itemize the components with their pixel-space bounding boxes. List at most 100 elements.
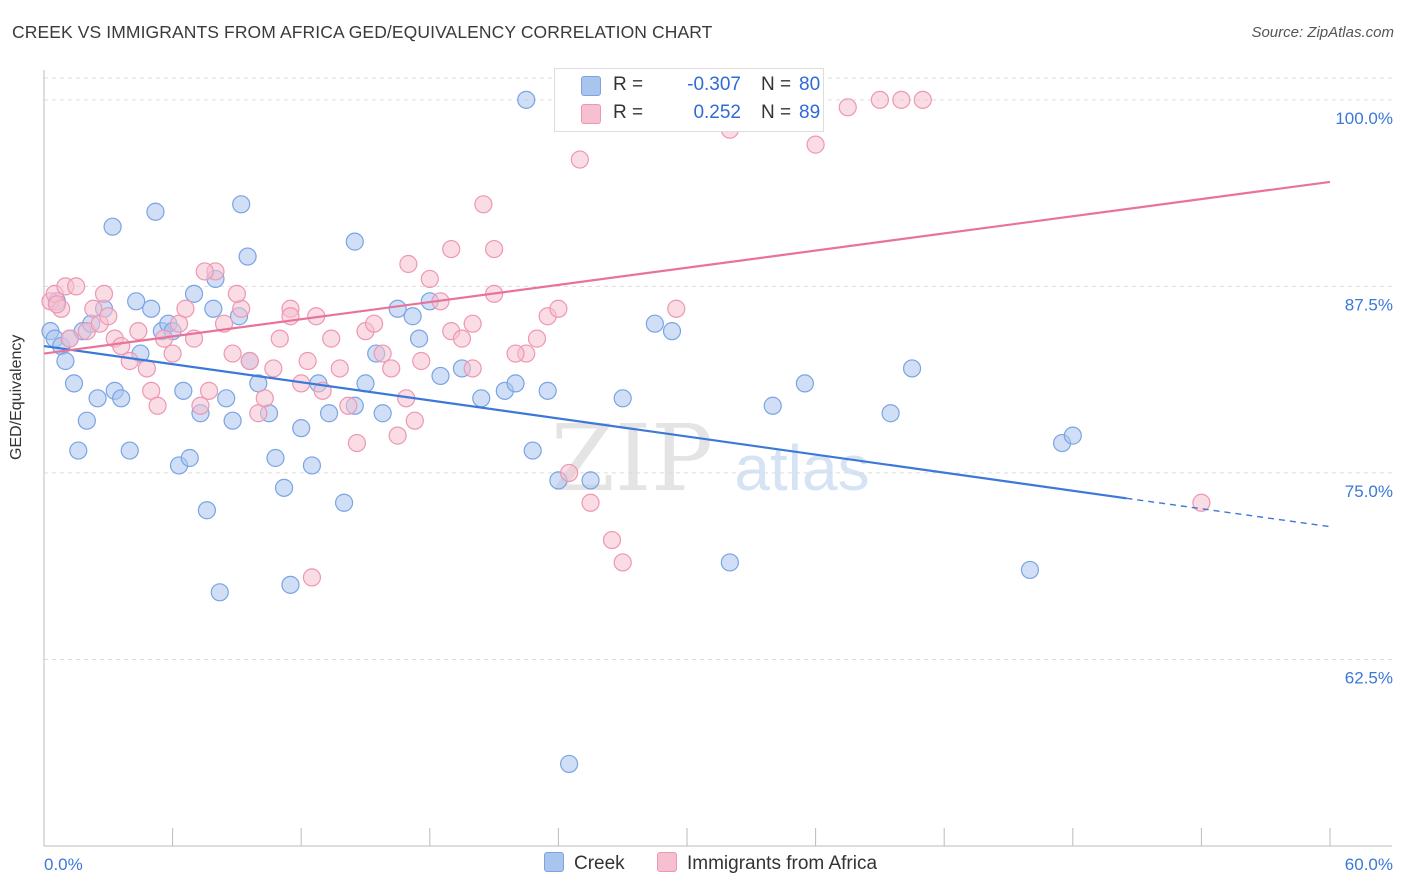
legend-swatch-africa (581, 104, 601, 124)
creek-point (403, 307, 422, 326)
creek-legend-label: Creek (574, 853, 625, 874)
africa-point (302, 568, 322, 587)
creek-point (180, 448, 199, 468)
creek-point (238, 247, 257, 266)
africa-point (137, 359, 156, 378)
africa-point (199, 381, 219, 400)
creek-point (112, 389, 131, 408)
africa-point (94, 284, 114, 303)
creek-point (174, 381, 193, 400)
creek-point (538, 381, 557, 400)
creek-point (197, 501, 216, 520)
africa-point (442, 239, 461, 259)
africa-point (420, 269, 439, 289)
africa-point (452, 329, 472, 348)
creek-point (146, 202, 165, 221)
creek-point (662, 322, 682, 341)
africa-point (870, 90, 890, 109)
africa-point (298, 351, 317, 371)
creek-point (645, 314, 664, 333)
africa-point (892, 90, 911, 109)
bottom-legend-africa: Immigrants from Africa (657, 852, 877, 875)
creek-point (120, 441, 139, 460)
legend-r-value: 0.252 (693, 102, 741, 123)
creek-point (523, 441, 542, 460)
africa-point (474, 195, 493, 214)
creek-point (356, 374, 375, 393)
creek-point (1063, 426, 1082, 445)
creek-point (88, 389, 107, 408)
y-tick-label: 87.5% (1345, 295, 1393, 314)
creek-point (69, 441, 88, 460)
x-tick-label: 60.0% (1345, 855, 1393, 874)
africa-point (506, 344, 525, 363)
creek-point (431, 366, 450, 386)
africa-point (602, 530, 622, 550)
africa-point (227, 284, 246, 303)
creek-point (266, 448, 285, 468)
africa-point (463, 314, 482, 333)
creek-point (560, 754, 579, 774)
creek-point (881, 404, 900, 423)
creek-point (763, 396, 782, 415)
africa-point (667, 299, 686, 318)
africa-point (388, 426, 407, 445)
creek-point (319, 404, 339, 423)
legend-swatch-creek (581, 76, 601, 96)
africa-point (560, 463, 579, 483)
legend-r-label: R = (613, 74, 644, 95)
creek-point (142, 299, 161, 318)
creek-point (517, 90, 536, 109)
creek-point (613, 389, 632, 408)
y-tick-label: 100.0% (1335, 109, 1393, 128)
creek-point (281, 575, 300, 594)
legend-n-value: 89 (799, 102, 821, 123)
africa-point (806, 135, 825, 154)
africa-point (913, 90, 932, 109)
creek-point (472, 389, 491, 408)
creek-point (210, 583, 229, 602)
legend-r-value: -0.307 (687, 74, 741, 95)
creek-point (217, 389, 236, 408)
creek-point (581, 471, 600, 490)
africa-point (99, 307, 118, 326)
africa-point (485, 239, 504, 259)
creek-point (506, 374, 525, 393)
africa-point (339, 396, 358, 415)
creek-point (302, 456, 322, 475)
creek-point (232, 195, 251, 214)
creek-swatch (544, 852, 564, 872)
y-tick-label: 62.5% (1345, 668, 1393, 687)
africa-point (399, 254, 418, 274)
africa-legend-label: Immigrants from Africa (687, 853, 878, 874)
creek-point (409, 329, 429, 348)
africa-point (270, 329, 289, 348)
africa-point (112, 336, 131, 356)
africa-point (838, 98, 857, 117)
africa-point (264, 359, 283, 378)
watermark-atlas: atlas (734, 432, 869, 504)
africa-point (191, 396, 210, 415)
africa-point (129, 322, 148, 341)
africa-point (347, 433, 367, 453)
creek-trend-line (43, 344, 1127, 500)
africa-point (176, 299, 195, 318)
creek-trend-extension (1126, 497, 1331, 528)
legend-r-label: R = (613, 102, 644, 123)
creek-point (274, 478, 294, 497)
africa-point (613, 553, 632, 572)
africa-point (163, 344, 182, 363)
africa-point (463, 359, 482, 378)
legend-n-value: 80 (799, 74, 821, 95)
creek-point (373, 404, 392, 423)
africa-point (330, 359, 349, 378)
africa-point (549, 299, 568, 318)
africa-point (232, 299, 251, 318)
creek-point (223, 411, 242, 430)
africa-point (412, 351, 431, 371)
creek-point (720, 553, 739, 572)
creek-point (292, 419, 311, 438)
africa-point (195, 262, 214, 281)
y-tick-label: 75.0% (1345, 482, 1393, 501)
creek-point (345, 232, 364, 251)
